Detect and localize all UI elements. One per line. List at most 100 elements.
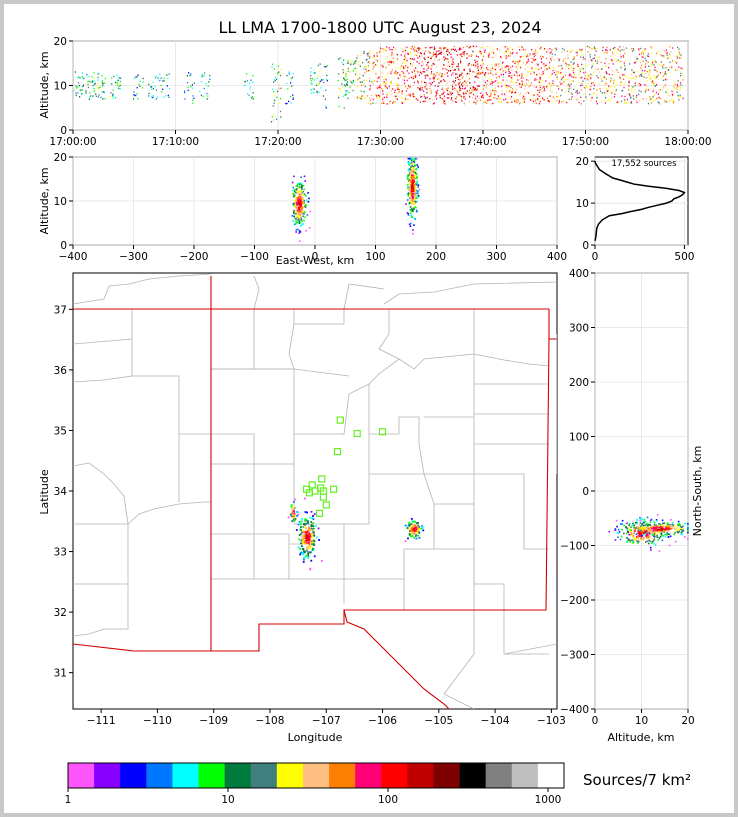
source-point	[639, 84, 641, 87]
source-point	[682, 97, 684, 100]
source-point	[443, 64, 445, 66]
source-point	[93, 77, 95, 79]
source-point	[409, 162, 412, 165]
source-point	[592, 81, 594, 84]
source-point	[410, 532, 413, 535]
source-point	[251, 96, 253, 98]
source-point	[301, 552, 304, 555]
source-point	[387, 72, 389, 75]
source-point	[205, 82, 207, 85]
source-point	[536, 78, 538, 81]
source-point	[600, 77, 603, 80]
source-point	[199, 90, 201, 92]
source-point	[589, 54, 591, 56]
source-point	[358, 96, 360, 98]
source-point	[474, 81, 476, 83]
source-point	[551, 56, 553, 58]
colorbar-tick-label: 10	[221, 794, 234, 806]
source-point	[647, 61, 649, 63]
source-point	[314, 72, 316, 74]
source-point	[457, 67, 459, 70]
source-point	[666, 532, 668, 534]
source-point	[410, 535, 412, 538]
source-point	[667, 57, 669, 59]
source-point	[606, 90, 608, 93]
source-point	[296, 202, 298, 204]
source-point	[438, 53, 440, 55]
source-point	[299, 231, 302, 233]
source-point	[410, 161, 413, 164]
source-point	[635, 75, 637, 77]
source-point	[81, 85, 84, 88]
source-point	[637, 535, 639, 538]
source-point	[274, 76, 277, 79]
source-point	[652, 534, 654, 536]
source-point	[459, 57, 461, 60]
source-point	[370, 81, 372, 83]
source-point	[413, 46, 415, 48]
source-point	[484, 75, 486, 78]
source-point	[581, 76, 583, 79]
source-point	[426, 74, 428, 76]
source-point	[386, 74, 388, 77]
source-point	[510, 52, 512, 54]
source-point	[303, 175, 306, 178]
source-point	[592, 58, 594, 60]
source-point	[678, 48, 680, 50]
source-point	[591, 66, 593, 69]
source-point	[460, 60, 462, 62]
source-point	[679, 57, 681, 59]
source-point	[300, 207, 303, 209]
source-point	[674, 84, 676, 86]
source-point	[298, 210, 300, 212]
source-point	[590, 85, 592, 88]
source-point	[383, 48, 385, 50]
source-point	[157, 77, 159, 79]
source-point	[645, 88, 647, 90]
source-point	[311, 538, 314, 541]
source-point	[581, 63, 583, 66]
source-point	[276, 96, 278, 99]
source-point	[415, 173, 418, 176]
source-point	[511, 91, 513, 94]
source-point	[297, 218, 300, 220]
source-point	[623, 86, 625, 89]
state-boundaries	[73, 276, 557, 709]
source-point	[572, 63, 574, 65]
source-point	[473, 101, 475, 103]
source-point	[644, 91, 646, 93]
source-point	[578, 48, 581, 51]
plan-view-x-tick-label: −109	[199, 715, 228, 727]
source-point	[562, 76, 565, 78]
source-point	[303, 551, 306, 554]
source-point	[90, 81, 92, 83]
source-point	[462, 82, 464, 84]
source-point	[404, 98, 406, 100]
source-point	[589, 88, 591, 90]
source-point	[457, 78, 459, 81]
source-point	[482, 96, 484, 99]
source-point	[413, 50, 416, 52]
source-point	[300, 225, 302, 227]
source-point	[489, 83, 492, 85]
source-point	[353, 61, 355, 63]
source-point	[612, 63, 614, 65]
source-point	[515, 66, 517, 68]
source-point	[320, 87, 322, 89]
source-point	[551, 49, 553, 51]
source-point	[571, 49, 573, 52]
source-point	[430, 66, 432, 68]
source-point	[508, 101, 510, 104]
source-point	[405, 90, 408, 92]
source-point	[475, 65, 477, 67]
source-point	[295, 189, 298, 191]
source-point	[601, 68, 603, 70]
source-point	[92, 95, 94, 97]
source-point	[459, 74, 461, 76]
source-point	[412, 206, 415, 208]
source-point	[687, 527, 689, 529]
source-point	[543, 90, 545, 93]
source-point	[102, 98, 104, 100]
source-point	[566, 78, 568, 81]
source-point	[518, 74, 521, 77]
